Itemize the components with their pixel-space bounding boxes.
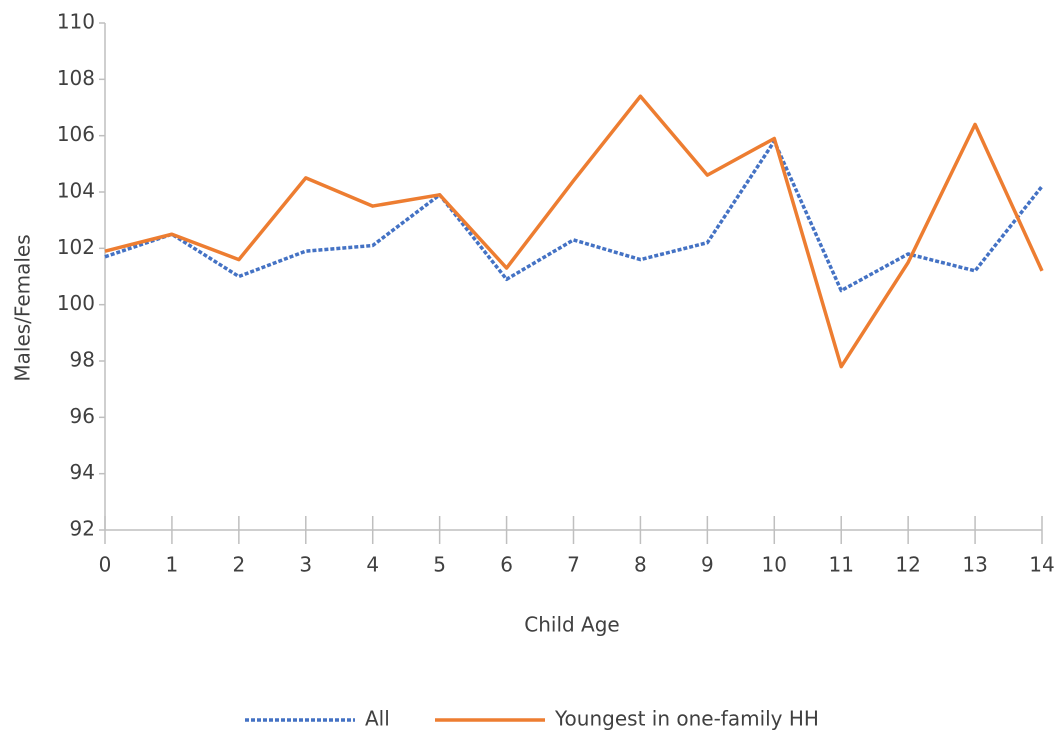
x-tick-label: 8 [634, 553, 647, 577]
x-tick-label: 5 [433, 553, 446, 577]
x-axis-label: Child Age [524, 613, 620, 637]
x-tick-label: 14 [1029, 553, 1054, 577]
y-axis-label: Males/Females [11, 234, 35, 381]
series-line [104, 94, 1044, 369]
y-tick-label: 110 [57, 10, 95, 34]
x-tick-label: 3 [299, 553, 312, 577]
x-tick-label: 10 [762, 553, 787, 577]
y-tick-label: 96 [70, 404, 95, 428]
x-tick-label: 1 [166, 553, 179, 577]
y-tick-label: 94 [70, 460, 95, 484]
x-tick-label: 2 [232, 553, 245, 577]
y-tick-label: 98 [70, 348, 95, 372]
y-tick-label: 100 [57, 291, 95, 315]
x-tick-label: 9 [701, 553, 714, 577]
y-tick-label: 108 [57, 66, 95, 90]
x-tick-label: 0 [99, 553, 112, 577]
x-tick-label: 12 [895, 553, 920, 577]
y-tick-label: 92 [70, 517, 95, 541]
y-tick-label: 104 [57, 179, 95, 203]
legend-label: Youngest in one-family HH [554, 707, 819, 731]
x-tick-label: 7 [567, 553, 580, 577]
legend-label: All [365, 707, 390, 731]
x-tick-label: 13 [962, 553, 987, 577]
x-tick-label: 4 [366, 553, 379, 577]
y-tick-label: 102 [57, 235, 95, 259]
x-tick-label: 11 [828, 553, 853, 577]
series-line [104, 139, 1044, 293]
y-tick-label: 106 [57, 122, 95, 146]
x-tick-label: 6 [500, 553, 513, 577]
